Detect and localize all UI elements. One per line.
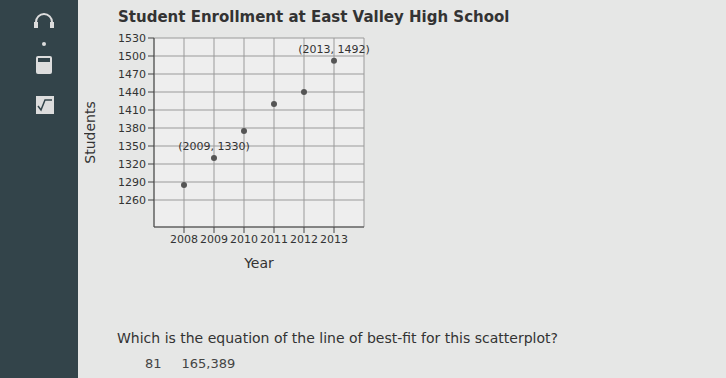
- svg-text:2009: 2009: [200, 233, 228, 246]
- svg-text:1440: 1440: [118, 86, 146, 99]
- html-text:Which is the equation of the l: Which is the equation of the line of bes…: [117, 330, 558, 346]
- html-text:Student Enrollment at East Val: Student Enrollment at East Valley High S…: [118, 8, 510, 26]
- svg-text:(2009, 1330): (2009, 1330): [178, 140, 250, 153]
- svg-text:1380: 1380: [118, 122, 146, 135]
- svg-text:2008: 2008: [170, 233, 198, 246]
- svg-text:2012: 2012: [290, 233, 318, 246]
- svg-text:1500: 1500: [118, 50, 146, 63]
- svg-text:1530: 1530: [118, 32, 146, 45]
- svg-text:1350: 1350: [118, 140, 146, 153]
- html-text:81: 81: [145, 356, 162, 371]
- svg-text:Students: Students: [84, 101, 98, 163]
- svg-text:2010: 2010: [230, 233, 258, 246]
- html-text:165,389: 165,389: [181, 356, 236, 371]
- svg-text:1410: 1410: [118, 104, 146, 117]
- svg-text:1320: 1320: [118, 158, 146, 171]
- svg-text:1260: 1260: [118, 194, 146, 207]
- svg-text:1470: 1470: [118, 68, 146, 81]
- svg-text:Year: Year: [243, 255, 274, 271]
- svg-text:1290: 1290: [118, 176, 146, 189]
- svg-text:(2013, 1492): (2013, 1492): [298, 43, 370, 56]
- svg-text:2013: 2013: [320, 233, 348, 246]
- svg-text:2011: 2011: [260, 233, 288, 246]
